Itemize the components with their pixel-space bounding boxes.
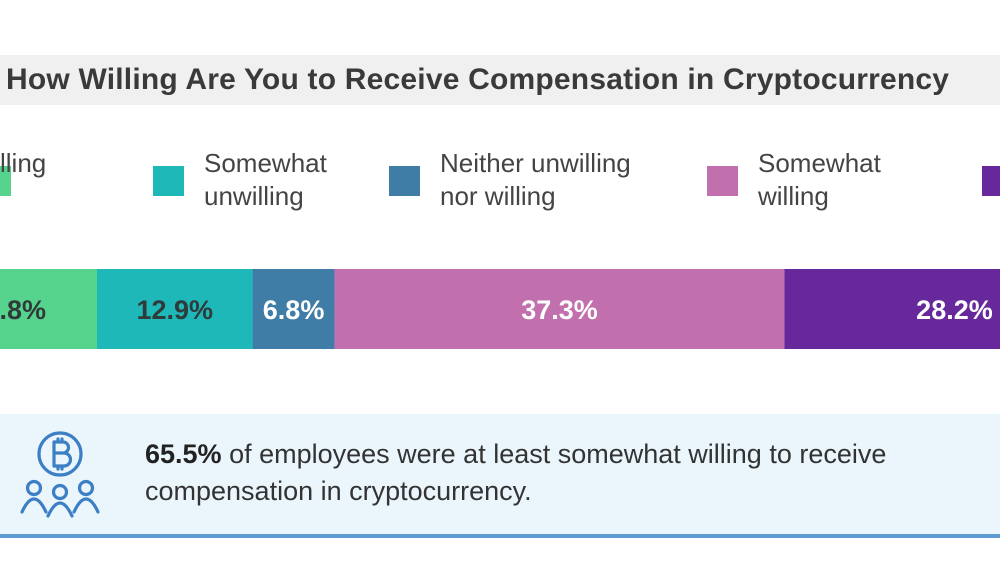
legend-label-very-unwilling: lling — [0, 148, 47, 178]
legend-label-somewhat-willing: Somewhat willing — [758, 148, 881, 211]
legend-label-neither: Neither unwilling nor willing — [440, 148, 631, 211]
bar-segment-very-unwilling — [0, 269, 97, 349]
data-label-very-unwilling: 14.8% — [0, 295, 46, 325]
data-label-somewhat-willing: 37.3% — [521, 295, 598, 325]
data-label-very-willing: 28.2% — [916, 295, 993, 325]
legend-label-somewhat-unwilling: Somewhat unwilling — [204, 148, 327, 211]
callout-text: 65.5% of employees were at least somewha… — [145, 436, 1000, 510]
bar-segment-very-willing — [784, 269, 1000, 349]
callout-box: 65.5% of employees were at least somewha… — [0, 414, 1000, 538]
bar-segment-neither — [252, 269, 335, 349]
bitcoin-people-icon — [20, 431, 100, 518]
bar-segment-somewhat-willing — [334, 269, 785, 349]
legend-swatch-very-unwilling — [0, 166, 11, 196]
callout-highlight: 65.5% — [145, 439, 222, 469]
bar-segment-somewhat-unwilling — [96, 269, 253, 349]
chart-title: How Willing Are You to Receive Compensat… — [6, 63, 950, 96]
data-label-somewhat-unwilling: 12.9% — [136, 295, 213, 325]
legend-swatch-somewhat-unwilling — [153, 166, 184, 196]
data-label-neither: 6.8% — [263, 295, 325, 325]
legend-swatch-neither — [389, 166, 420, 196]
title-band: How Willing Are You to Receive Compensat… — [0, 55, 1000, 105]
callout-body: of employees were at least somewhat will… — [145, 439, 887, 506]
legend-swatch-very-willing — [982, 166, 1000, 196]
legend-swatch-somewhat-willing — [707, 166, 738, 196]
